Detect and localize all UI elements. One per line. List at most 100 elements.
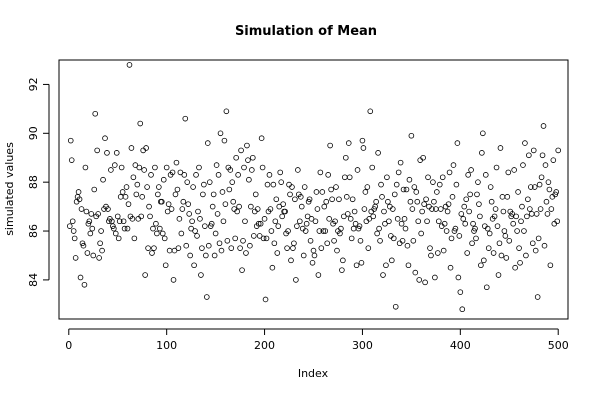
data-point	[412, 269, 419, 276]
data-point	[153, 220, 159, 227]
data-point	[318, 245, 325, 251]
data-point	[294, 223, 300, 229]
data-point	[185, 201, 192, 207]
data-point	[364, 184, 371, 190]
data-point	[161, 235, 168, 242]
data-point	[324, 240, 331, 247]
data-point	[326, 216, 332, 222]
data-point	[129, 216, 136, 222]
data-point	[471, 228, 477, 234]
data-point	[201, 181, 207, 188]
data-point	[376, 225, 382, 232]
data-point	[119, 189, 126, 195]
data-point	[300, 252, 307, 259]
data-point	[531, 184, 538, 190]
data-point	[169, 169, 176, 176]
data-point	[313, 189, 320, 195]
data-point	[132, 162, 139, 168]
data-point	[190, 184, 196, 190]
data-point	[183, 242, 190, 249]
data-point	[474, 191, 480, 198]
data-point	[275, 223, 282, 229]
data-point	[395, 169, 402, 176]
data-point	[345, 140, 352, 146]
data-point	[150, 225, 156, 232]
data-point	[104, 150, 110, 156]
data-point	[374, 230, 380, 237]
data-point	[80, 242, 87, 249]
data-point	[224, 238, 231, 244]
data-point	[490, 250, 497, 256]
y-axis-label: simulated values	[3, 142, 16, 236]
data-point	[530, 147, 537, 154]
data-point	[133, 191, 140, 198]
data-point	[255, 220, 262, 227]
data-point	[331, 238, 337, 244]
data-point	[173, 159, 180, 166]
data-points	[66, 62, 562, 313]
data-point	[110, 223, 116, 229]
data-point	[397, 159, 404, 166]
data-point	[393, 181, 400, 188]
data-point	[329, 196, 335, 203]
data-point	[148, 172, 154, 178]
data-point	[197, 216, 203, 222]
data-point	[432, 274, 438, 281]
data-point	[543, 198, 550, 205]
data-point	[542, 162, 549, 168]
data-point	[401, 216, 408, 222]
data-point	[68, 157, 75, 163]
data-point	[443, 228, 450, 234]
data-point	[416, 277, 423, 283]
data-point	[90, 252, 97, 259]
data-point	[84, 250, 91, 256]
data-point	[461, 203, 468, 210]
data-point	[106, 218, 112, 225]
data-point	[246, 176, 252, 183]
data-point	[243, 250, 249, 256]
x-tick-label: 500	[548, 339, 569, 352]
data-point	[285, 228, 291, 234]
data-point	[375, 150, 381, 156]
data-point	[546, 186, 553, 193]
data-point	[505, 169, 512, 176]
data-point	[232, 235, 238, 242]
data-point	[524, 213, 530, 220]
data-point	[102, 135, 108, 141]
data-point	[312, 218, 319, 225]
data-point	[240, 238, 246, 244]
data-point	[319, 189, 326, 195]
data-point	[519, 203, 525, 210]
data-point	[217, 130, 224, 137]
plot-frame	[58, 59, 569, 320]
data-point	[216, 240, 223, 247]
data-point	[446, 169, 453, 176]
data-point	[261, 216, 268, 222]
data-point	[470, 220, 476, 227]
data-point	[172, 191, 179, 198]
data-point	[187, 252, 193, 259]
data-point	[509, 211, 516, 217]
data-point	[99, 247, 105, 254]
data-point	[472, 225, 478, 232]
data-point	[117, 194, 124, 200]
data-point	[550, 157, 557, 163]
data-point	[186, 211, 192, 217]
data-point	[131, 235, 138, 242]
data-point	[541, 242, 548, 249]
data-point	[165, 201, 172, 207]
data-point	[454, 140, 461, 146]
data-point	[406, 176, 413, 183]
data-point	[67, 137, 74, 144]
data-point	[502, 233, 509, 239]
data-point	[365, 245, 372, 251]
data-point	[76, 196, 83, 203]
data-point	[484, 225, 491, 232]
data-point	[487, 184, 494, 190]
data-point	[496, 240, 503, 247]
data-point	[476, 201, 482, 207]
data-point	[77, 274, 84, 281]
data-point	[333, 184, 339, 190]
data-point	[297, 194, 304, 200]
data-point	[537, 206, 544, 212]
